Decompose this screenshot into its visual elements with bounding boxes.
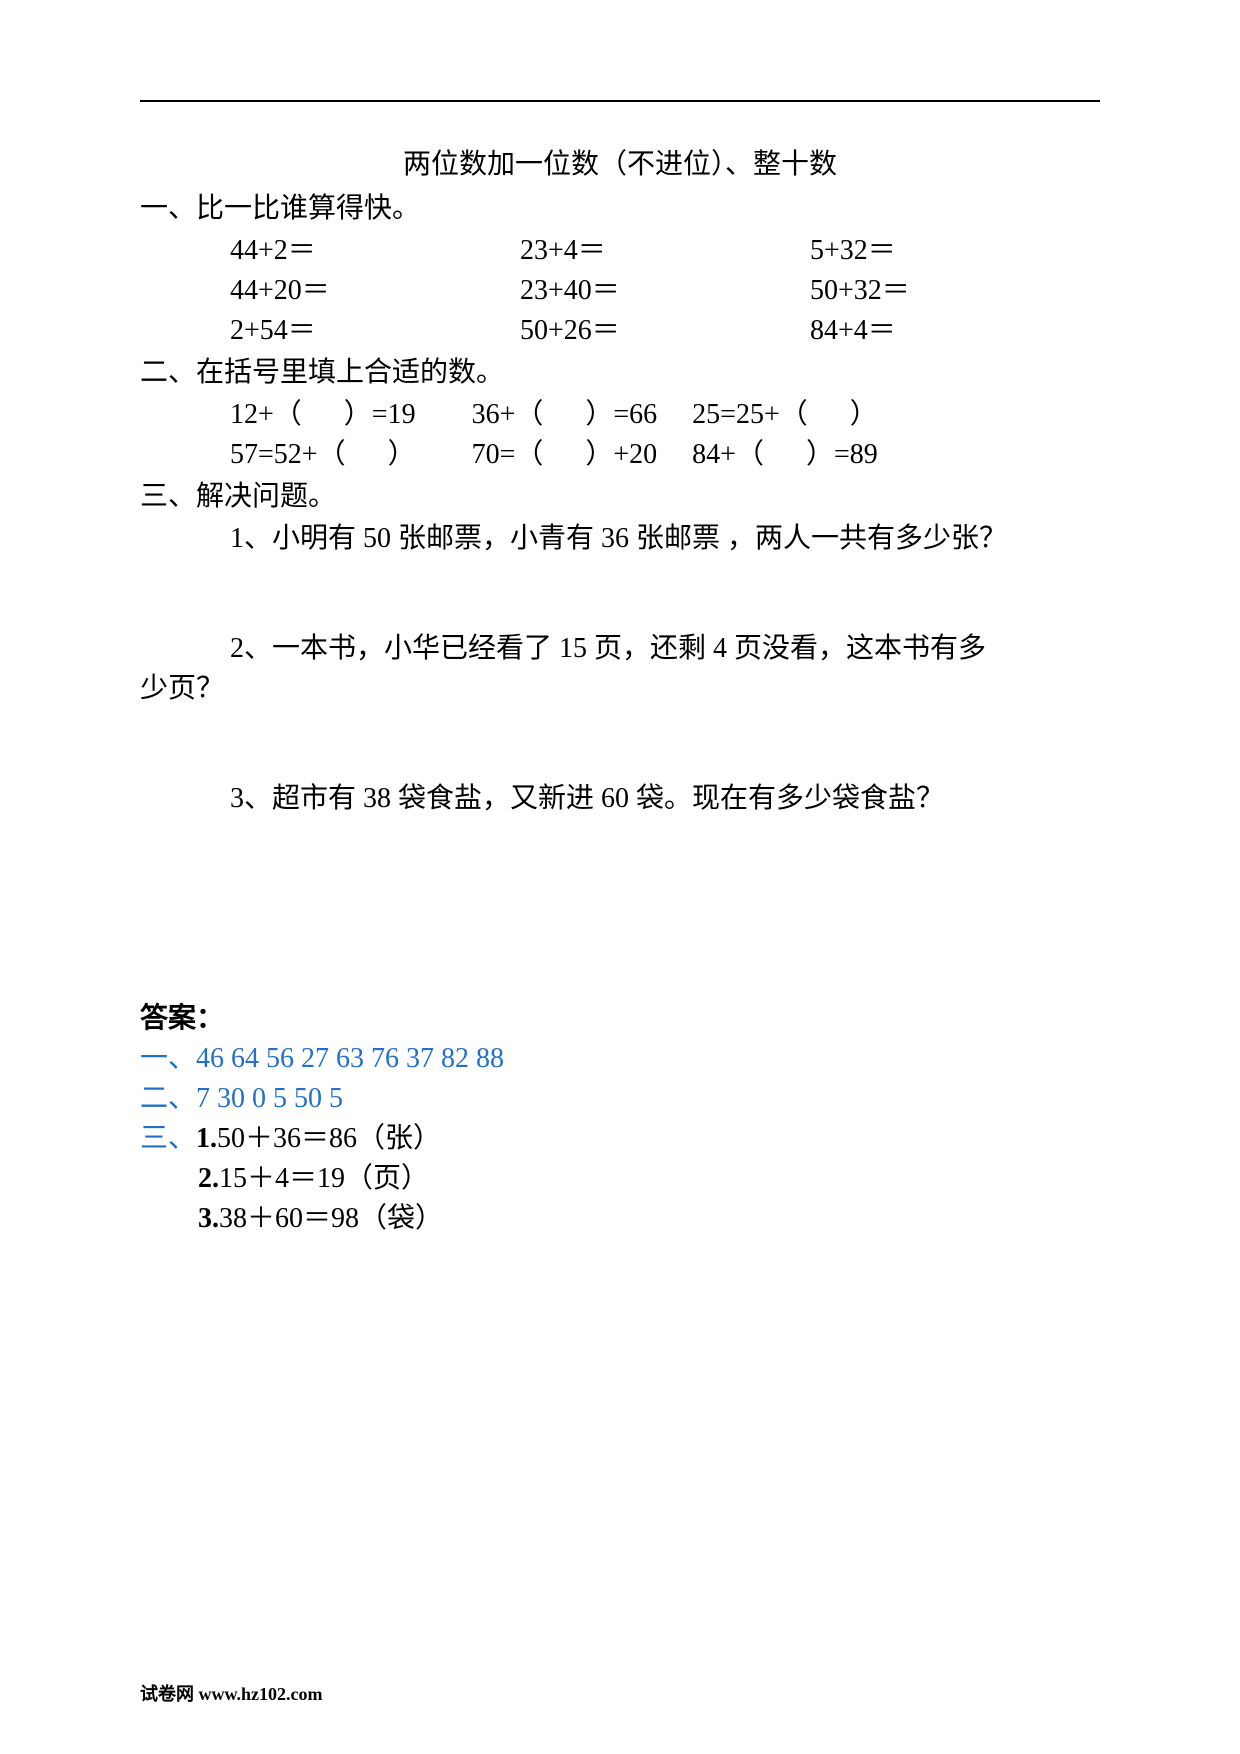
fill-blank-row: 57=52+（ ） 70=（ ）+20 84+（ ）=89 [140, 432, 1100, 472]
answers-heading: 答案： [140, 996, 1100, 1036]
footer-text: 试卷网 www.hz102.com [140, 1680, 323, 1706]
answer-number: 2. [198, 1163, 219, 1194]
eq-cell: 44+20＝ [230, 268, 520, 308]
word-problem-2-line1: 2、一本书，小华已经看了 15 页，还剩 4 页没看，这本书有多 [140, 626, 1100, 666]
eq-cell: 23+4＝ [520, 228, 810, 268]
answer-expr: 15＋4＝19（页） [219, 1163, 429, 1194]
page-title: 两位数加一位数（不进位）、整十数 [140, 142, 1100, 182]
eq-cell: 5+32＝ [810, 228, 1100, 268]
section-1-heading: 一、比一比谁算得快。 [140, 186, 1100, 226]
eq-row: 44+20＝ 23+40＝ 50+32＝ [140, 268, 1100, 308]
eq-cell: 50+32＝ [810, 268, 1100, 308]
answer-prefix: 三、 [140, 1123, 196, 1154]
eq-cell: 2+54＝ [230, 308, 520, 348]
answer-line-4: 2.15＋4＝19（页） [140, 1156, 1100, 1196]
top-divider [140, 100, 1100, 102]
eq-cell: 84+4＝ [810, 308, 1100, 348]
word-problem-2-line2: 少页？ [140, 666, 1100, 706]
answer-line-1: 一、46 64 56 27 63 76 37 82 88 [140, 1036, 1100, 1076]
eq-cell: 44+2＝ [230, 228, 520, 268]
answer-number: 1. [196, 1123, 217, 1154]
answer-values: 46 64 56 27 63 76 37 82 88 [196, 1043, 504, 1074]
eq-row: 2+54＝ 50+26＝ 84+4＝ [140, 308, 1100, 348]
answer-line-5: 3.38＋60＝98（袋） [140, 1196, 1100, 1236]
answer-expr: 38＋60＝98（袋） [219, 1203, 443, 1234]
eq-cell: 23+40＝ [520, 268, 810, 308]
answer-prefix: 二、 [140, 1083, 196, 1114]
answer-line-3: 三、1.50＋36＝86（张） [140, 1116, 1100, 1156]
answer-number: 3. [198, 1203, 219, 1234]
eq-cell: 50+26＝ [520, 308, 810, 348]
eq-row: 44+2＝ 23+4＝ 5+32＝ [140, 228, 1100, 268]
word-problem-3: 3、超市有 38 袋食盐，又新进 60 袋。现在有多少袋食盐？ [140, 776, 1100, 816]
fill-blank-row: 12+（ ）=19 36+（ ）=66 25=25+（ ） [140, 392, 1100, 432]
section-3-heading: 三、解决问题。 [140, 474, 1100, 514]
answer-line-2: 二、7 30 0 5 50 5 [140, 1076, 1100, 1116]
answer-values: 7 30 0 5 50 5 [196, 1083, 343, 1114]
word-problem-1: 1、小明有 50 张邮票，小青有 36 张邮票 ，两人一共有多少张？ [140, 516, 1100, 556]
section-2-heading: 二、在括号里填上合适的数。 [140, 350, 1100, 390]
answer-expr: 50＋36＝86（张） [217, 1123, 441, 1154]
answer-prefix: 一、 [140, 1043, 196, 1074]
